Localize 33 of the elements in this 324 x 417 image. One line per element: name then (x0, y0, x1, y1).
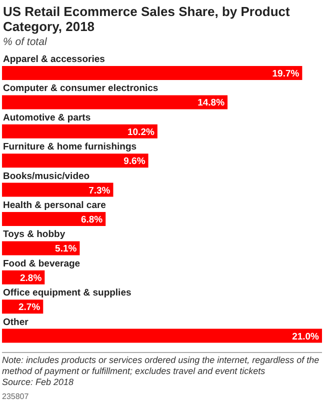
data-label: 9.6% (124, 156, 146, 168)
data-label: 7.3% (88, 185, 111, 196)
chart-title: US Retail Ecommerce Sales Share, by Product Category, 2018 (2, 3, 291, 34)
y-tick-label: Automotive & parts (3, 112, 91, 124)
data-label: 10.2% (127, 126, 155, 138)
data-label: 19.7% (272, 68, 300, 80)
bar (2, 95, 228, 110)
text: 235807 (1, 391, 30, 403)
bar (2, 66, 302, 80)
text: Note: includes products or services ordered using the internet, regardless of the method of payment or fulfillment; excludes travel and event tickets (2, 355, 320, 377)
y-tick-label: Office equipment & supplies (3, 288, 132, 299)
source-note: Source: Feb 2018 (2, 377, 75, 388)
bar (2, 328, 322, 343)
y-tick-label: Furniture & home furnishings (3, 142, 137, 153)
y-tick-label: Computer & consumer electronics (3, 83, 158, 94)
bar (2, 212, 106, 226)
data-label: 6.8% (80, 214, 104, 226)
data-label: 2.8% (20, 272, 42, 284)
data-label: 5.1% (55, 244, 78, 255)
y-tick-label: Health & personal care (3, 200, 106, 211)
y-tick-label: Toys & hobby (3, 229, 66, 240)
bar (2, 241, 80, 256)
y-tick-label: Other (3, 316, 29, 328)
data-label: 2.7% (18, 302, 41, 314)
bar (2, 182, 114, 197)
bar (2, 124, 158, 138)
data-label: 21.0% (292, 331, 320, 342)
y-tick-label: Books/music/video (3, 170, 90, 182)
bar (2, 154, 148, 168)
y-tick-label: Food & beverage (3, 258, 80, 270)
y-tick-label: Apparel & accessories (3, 54, 105, 65)
chart-subtitle: % of total (2, 35, 48, 50)
data-label: 14.8% (198, 98, 226, 109)
